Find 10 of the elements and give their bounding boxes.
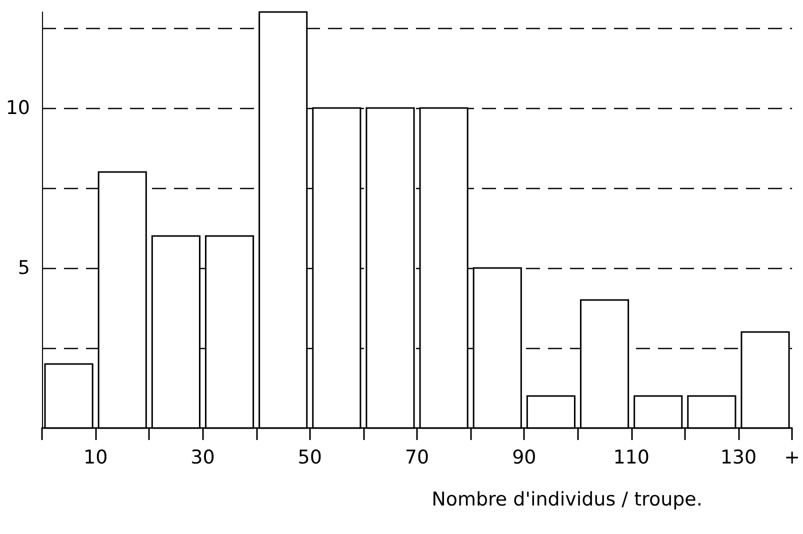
x-tick-label: + (784, 446, 800, 468)
x-tick-label: 30 (190, 446, 215, 468)
x-tick-label: 110 (613, 446, 650, 468)
x-tick-label: 10 (83, 446, 108, 468)
x-tick-label: 130 (720, 446, 757, 468)
x-tick-label: 90 (512, 446, 536, 468)
x-tick-label: 70 (404, 446, 430, 468)
x-axis-title: Nombre d'individus / troupe. (432, 488, 702, 510)
x-tick-label: 50 (298, 446, 322, 468)
y-tick-label: 5 (18, 257, 30, 279)
